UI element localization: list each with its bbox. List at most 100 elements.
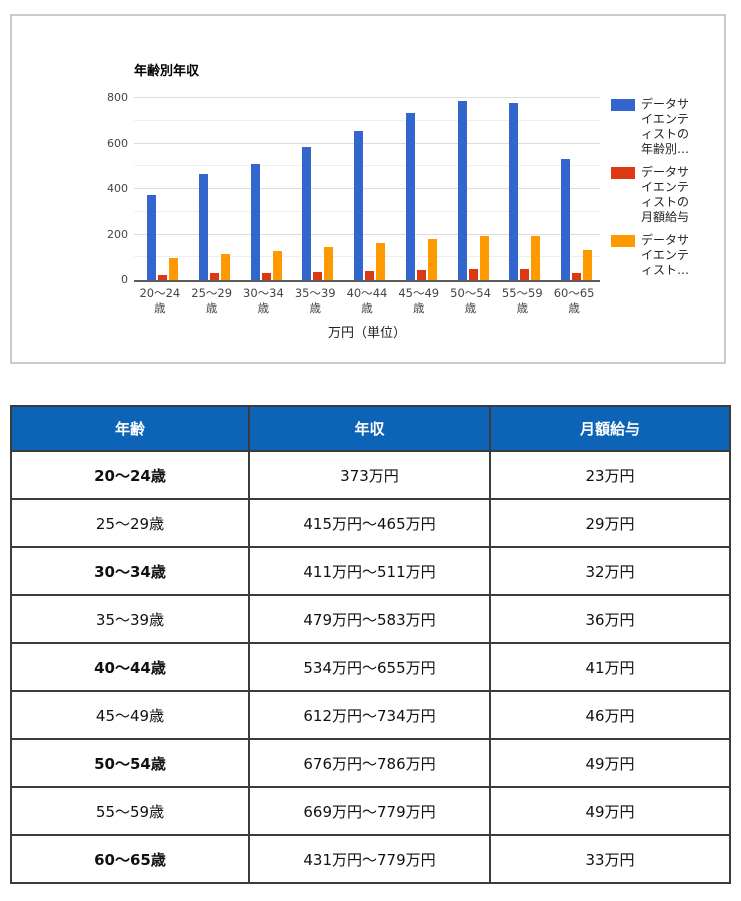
- x-tick-label-line: 歳: [413, 301, 425, 315]
- x-tick-label-line: 55～59: [501, 286, 543, 300]
- y-tick-label: 600: [107, 136, 128, 150]
- table-row: 40～44歳 534万円～655万円 41万円: [10, 642, 731, 692]
- x-tick-label: 55～59 歳: [496, 286, 548, 316]
- legend-label-line: ィスト…: [641, 263, 690, 277]
- bar-series-2-group-5[interactable]: [427, 239, 437, 280]
- column-header-2: 月額給与: [489, 405, 731, 452]
- x-tick-label: 20～24 歳: [134, 286, 186, 316]
- chart-title: 年齢別年収: [134, 64, 200, 79]
- monthly-cell: 49万円: [489, 786, 731, 836]
- x-tick-label-line: 25～29: [191, 286, 233, 300]
- age-cell: 40～44歳: [10, 642, 250, 692]
- monthly-cell: 23万円: [489, 450, 731, 500]
- legend-swatch-icon: [611, 99, 635, 111]
- bar-series-0-group-5[interactable]: [405, 113, 415, 280]
- x-tick-label-line: 歳: [309, 301, 321, 315]
- gridline: [134, 165, 600, 167]
- legend-swatch-icon: [611, 167, 635, 179]
- income-cell: 534万円～655万円: [248, 642, 491, 692]
- legend-item-series-1: データサ イエンテ ィストの 月額給与: [611, 165, 721, 225]
- bar-series-2-group-2[interactable]: [272, 251, 282, 280]
- x-axis-baseline: [134, 280, 600, 282]
- age-cell: 30～34歳: [10, 546, 250, 596]
- x-tick-label-line: 40～44: [346, 286, 388, 300]
- bar-series-0-group-0[interactable]: [147, 195, 156, 280]
- x-tick-label: 50～54 歳: [445, 286, 497, 316]
- table-row: 30～34歳 411万円～511万円 32万円: [10, 546, 731, 596]
- income-table: 年齢 年収 月額給与 20～24歳 373万円 23万円 25～29歳 415万円～465万…: [10, 405, 731, 884]
- x-tick-label-line: 歳: [257, 301, 270, 315]
- table-header-row: 年齢 年収 月額給与: [10, 405, 731, 452]
- legend-label-line: ィストの: [641, 195, 690, 209]
- x-tick-label-line: 歳: [516, 301, 529, 315]
- income-cell: 373万円: [248, 450, 491, 500]
- monthly-cell: 33万円: [489, 834, 731, 884]
- bar-series-2-group-0[interactable]: [169, 258, 178, 280]
- legend-label-line: データサ: [641, 165, 690, 179]
- legend-label-line: データサ: [641, 97, 690, 111]
- legend-label-line: イエンテ: [641, 248, 689, 262]
- gridline: [134, 119, 600, 121]
- bar-series-0-group-1[interactable]: [198, 174, 208, 280]
- bar-series-1-group-8[interactable]: [572, 272, 582, 280]
- x-tick-label-line: 20～24: [139, 286, 181, 300]
- x-tick-label: 60～65 歳: [548, 286, 600, 316]
- gridline: [134, 142, 600, 144]
- x-tick-label: 30～34 歳: [238, 286, 290, 316]
- x-tick-label: 40～44 歳: [341, 286, 393, 316]
- bar-series-2-group-1[interactable]: [220, 253, 230, 280]
- x-tick-label-line: 35～39: [294, 286, 336, 300]
- bar-series-1-group-5[interactable]: [416, 269, 426, 280]
- legend-label-line: ィストの: [641, 127, 690, 141]
- income-cell: 411万円～511万円: [248, 546, 491, 596]
- bar-series-1-group-0[interactable]: [158, 274, 167, 280]
- bar-series-1-group-4[interactable]: [365, 270, 375, 280]
- table-row: 55～59歳 669万円～779万円 49万円: [10, 786, 731, 836]
- monthly-cell: 29万円: [489, 498, 731, 548]
- bar-series-2-group-3[interactable]: [324, 247, 334, 280]
- legend-label: データサ イエンテ ィストの 月額給与: [641, 165, 689, 225]
- age-cell: 50～54歳: [10, 738, 250, 788]
- age-cell: 35～39歳: [10, 594, 250, 644]
- x-tick-label-line: 30～34: [243, 286, 284, 300]
- table-row: 35～39歳 479万円～583万円 36万円: [10, 594, 731, 644]
- table-body: 20～24歳 373万円 23万円 25～29歳 415万円～465万円 29万円 30～3…: [10, 450, 731, 884]
- bar-series-0-group-6[interactable]: [457, 101, 467, 280]
- legend-label-line: イエンテ: [641, 180, 689, 194]
- bar-series-0-group-7[interactable]: [509, 102, 519, 280]
- bar-series-1-group-3[interactable]: [313, 271, 323, 280]
- bar-series-0-group-2[interactable]: [250, 163, 260, 280]
- income-cell: 676万円～786万円: [248, 738, 491, 788]
- gridline: [134, 188, 600, 189]
- y-tick-label: 800: [107, 91, 128, 104]
- x-axis-title: 万円（単位）: [327, 326, 406, 341]
- column-header-0: 年齢: [10, 405, 250, 452]
- table-row: 25～29歳 415万円～465万円 29万円: [10, 498, 731, 548]
- income-cell: 479万円～583万円: [248, 594, 491, 644]
- legend-label-line: データサ: [641, 233, 690, 247]
- chart-card: 年齢別年収 万円（単位） データサ イエンテ ィストの 年齢別… データサ イエンテ ィスト…: [10, 14, 726, 364]
- bar-series-2-group-6[interactable]: [479, 235, 489, 280]
- bar-series-0-group-8[interactable]: [561, 159, 571, 280]
- table-row: 45～49歳 612万円～734万円 46万円: [10, 690, 731, 740]
- gridline: [134, 210, 600, 212]
- bar-series-1-group-7[interactable]: [520, 268, 530, 280]
- bar-series-0-group-3[interactable]: [302, 147, 312, 280]
- bar-series-2-group-7[interactable]: [531, 236, 541, 280]
- table-row: 20～24歳 373万円 23万円: [10, 450, 731, 500]
- x-tick-label-line: 歳: [568, 301, 580, 315]
- age-cell: 60～65歳: [10, 834, 250, 884]
- bar-series-2-group-8[interactable]: [583, 249, 593, 280]
- chart-legend: データサ イエンテ ィストの 年齢別… データサ イエンテ ィストの 月額給与 データサ イエンテ…: [611, 97, 721, 286]
- legend-label-line: イエンテ: [641, 112, 689, 126]
- x-tick-label: 35～39 歳: [289, 286, 341, 316]
- legend-label-line: 年齢別…: [641, 142, 690, 156]
- bar-series-0-group-4[interactable]: [354, 131, 364, 280]
- bar-series-1-group-1[interactable]: [209, 273, 219, 280]
- x-tick-label: 45～49 歳: [393, 286, 445, 316]
- x-tick-label-line: 歳: [205, 301, 218, 315]
- bar-series-2-group-4[interactable]: [376, 243, 386, 280]
- bar-series-1-group-2[interactable]: [261, 272, 271, 280]
- column-header-1: 年収: [248, 405, 491, 452]
- bar-series-1-group-6[interactable]: [468, 268, 478, 280]
